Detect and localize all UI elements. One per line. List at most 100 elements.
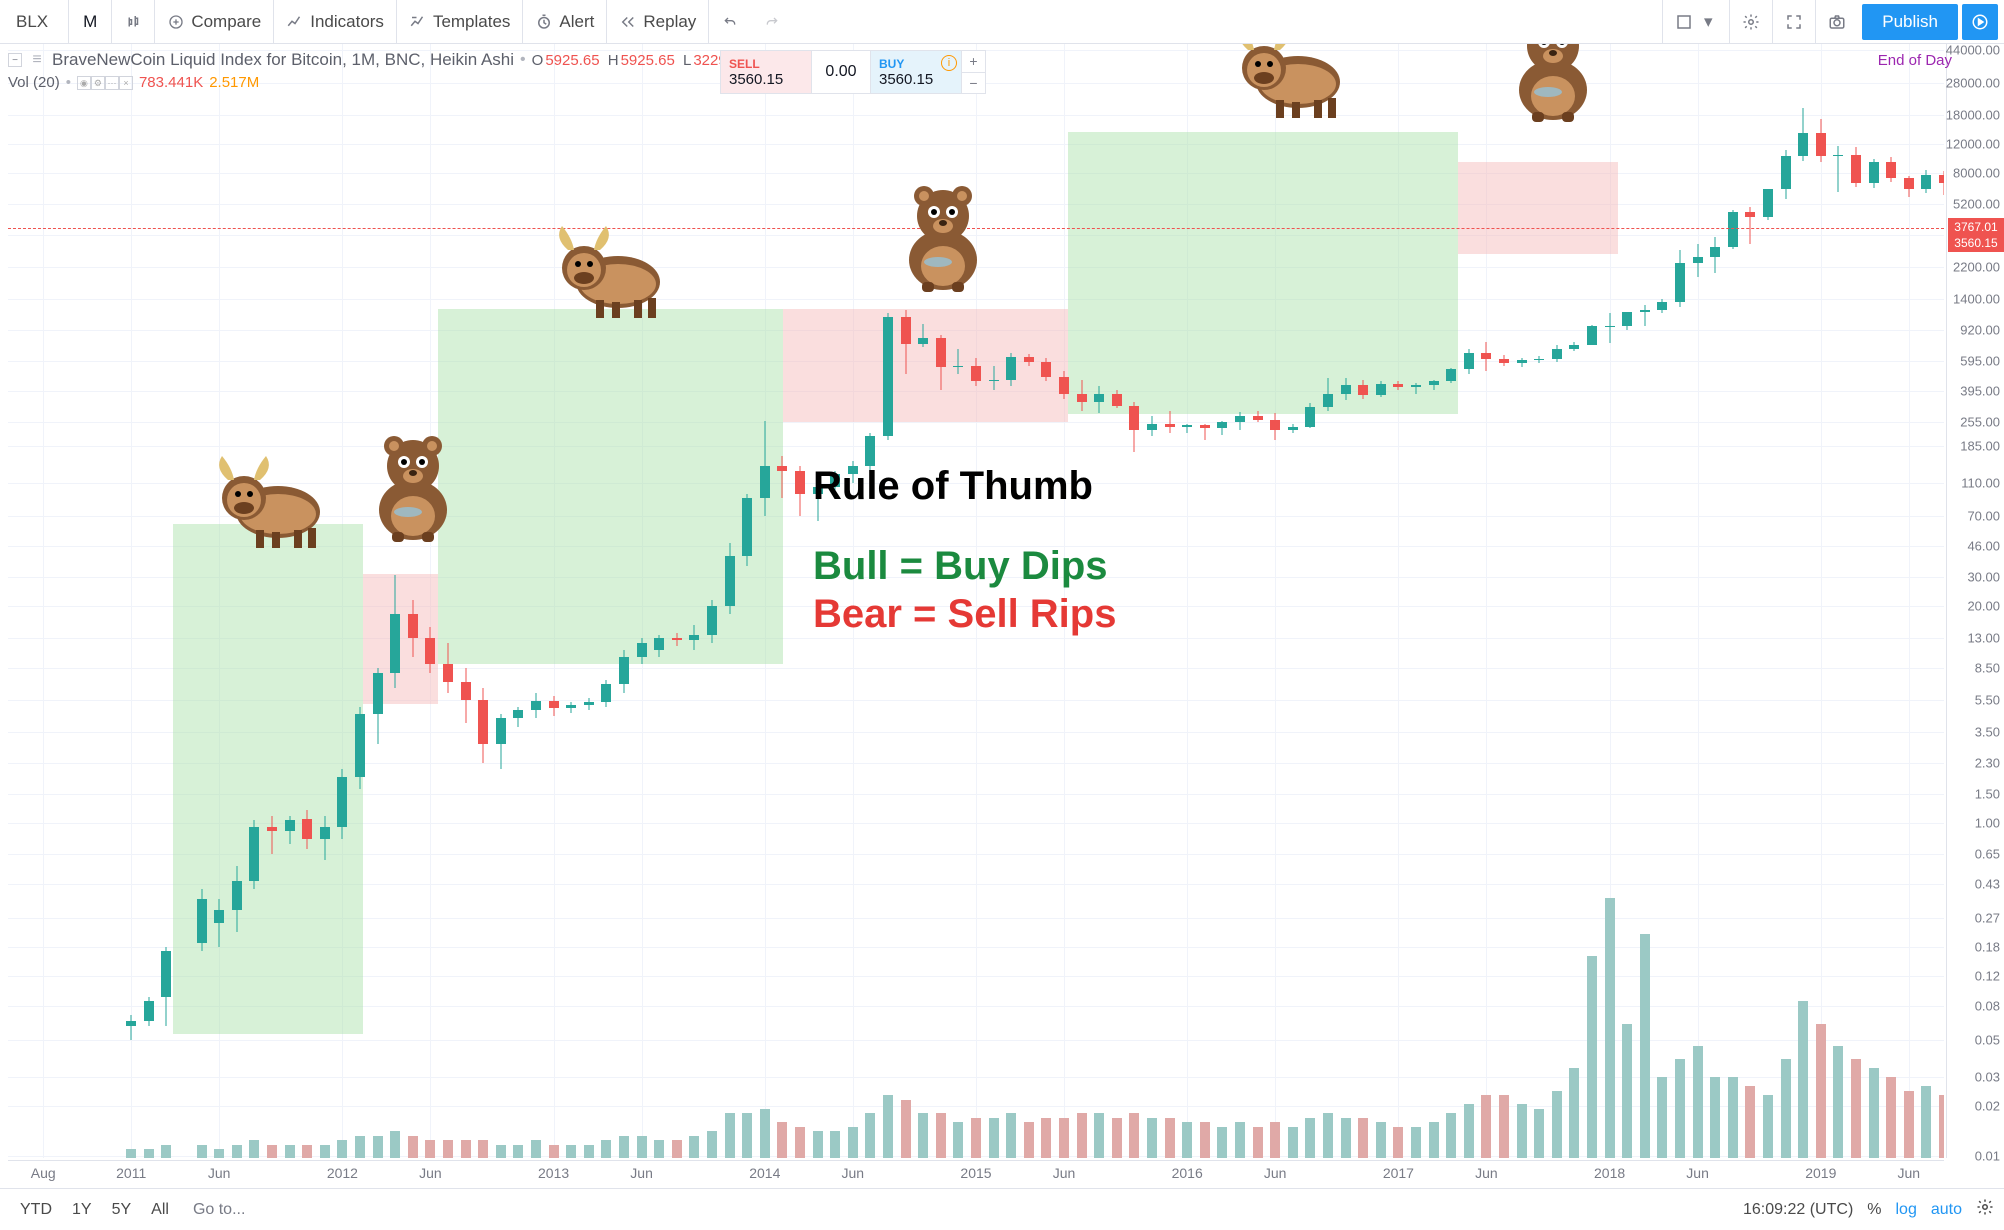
- volume-bar: [1358, 1118, 1368, 1158]
- symbol-search[interactable]: BLX: [6, 0, 69, 43]
- volume-bar: [953, 1122, 963, 1158]
- auto-scale-toggle[interactable]: auto: [1931, 1201, 1962, 1219]
- menu-icon[interactable]: ≡: [28, 51, 46, 69]
- volume-bar: [1112, 1118, 1122, 1158]
- templates-button[interactable]: Templates: [397, 0, 523, 43]
- fullscreen-button[interactable]: [1772, 0, 1815, 43]
- candle: [1112, 390, 1122, 408]
- volume-bar: [161, 1145, 171, 1158]
- chart-area[interactable]: Rule of ThumbBull = Buy DipsBear = Sell …: [0, 44, 2004, 1186]
- settings-button[interactable]: [1729, 0, 1772, 43]
- volume-bar: [707, 1131, 717, 1158]
- vol-value: 783.441K: [139, 74, 203, 91]
- play-button[interactable]: [1962, 4, 1998, 40]
- candle: [390, 575, 400, 688]
- price-tick: 1400.00: [1953, 292, 2000, 307]
- candle: [566, 702, 576, 712]
- chart-plot[interactable]: Rule of ThumbBull = Buy DipsBear = Sell …: [8, 44, 1944, 1158]
- candle: [1429, 380, 1439, 390]
- candle: [549, 696, 559, 716]
- candle: [1587, 325, 1597, 345]
- alert-button[interactable]: Alert: [523, 0, 607, 43]
- volume-bar: [1745, 1086, 1755, 1158]
- alert-label: Alert: [559, 12, 594, 32]
- candle: [619, 650, 629, 694]
- info-icon[interactable]: i: [941, 55, 957, 71]
- candle: [1939, 171, 1944, 196]
- candle: [373, 668, 383, 743]
- volume-bar: [1552, 1091, 1562, 1158]
- time-tick: Jun: [630, 1165, 653, 1181]
- price-tick: 20.00: [1967, 599, 2000, 614]
- candle: [461, 668, 471, 722]
- time-axis[interactable]: Aug2011Jun2012Jun2013Jun2014Jun2015Jun20…: [8, 1160, 1944, 1186]
- more-icon[interactable]: ⋯: [105, 76, 119, 90]
- candle: [1657, 299, 1667, 313]
- gear-small-icon[interactable]: ⚙: [91, 76, 105, 90]
- volume-bar: [1622, 1024, 1632, 1158]
- dot-icon[interactable]: •: [520, 51, 526, 69]
- candle: [918, 324, 928, 348]
- candle: [267, 816, 277, 854]
- screenshot-button[interactable]: [1815, 0, 1858, 43]
- time-tick: Jun: [1264, 1165, 1287, 1181]
- layout-select[interactable]: ▾: [1662, 0, 1729, 43]
- templates-icon: [409, 13, 427, 31]
- bull-icon: [208, 434, 338, 554]
- candle: [531, 693, 541, 717]
- bar-style-select[interactable]: [112, 0, 155, 43]
- compare-button[interactable]: Compare: [155, 0, 274, 43]
- range-5y[interactable]: 5Y: [102, 1201, 142, 1218]
- volume-bar: [1341, 1118, 1351, 1158]
- indicators-button[interactable]: Indicators: [274, 0, 397, 43]
- candle: [1182, 424, 1192, 433]
- layout-icon: [1675, 13, 1693, 31]
- replay-button[interactable]: Replay: [607, 0, 709, 43]
- eye-icon[interactable]: ◉: [77, 76, 91, 90]
- vol-avg: 2.517M: [209, 74, 259, 91]
- range-ytd[interactable]: YTD: [10, 1201, 62, 1218]
- candle: [1763, 189, 1773, 219]
- range-all[interactable]: All: [141, 1201, 179, 1218]
- undo-button[interactable]: [709, 0, 751, 43]
- range-1y[interactable]: 1Y: [62, 1201, 102, 1218]
- price-tick: 2200.00: [1953, 259, 2000, 274]
- collapse-icon[interactable]: −: [8, 53, 22, 67]
- candle: [795, 466, 805, 516]
- close-icon[interactable]: ×: [119, 76, 133, 90]
- goto-date-button[interactable]: Go to...: [193, 1201, 245, 1219]
- candle: [1798, 108, 1808, 161]
- price-tick: 0.65: [1975, 847, 2000, 862]
- axis-settings-button[interactable]: [1976, 1198, 1994, 1221]
- candle: [1693, 244, 1703, 277]
- volume-bar: [830, 1131, 840, 1158]
- volume-bar: [214, 1149, 224, 1158]
- sell-button[interactable]: SELL 3560.15: [721, 51, 811, 93]
- price-axis[interactable]: 44000.0028000.0018000.0012000.008000.005…: [1946, 44, 2004, 1158]
- percent-toggle[interactable]: %: [1867, 1201, 1881, 1219]
- publish-button[interactable]: Publish: [1862, 4, 1958, 40]
- indicator-mini-controls[interactable]: ◉⚙⋯×: [77, 76, 133, 90]
- volume-bar: [689, 1136, 699, 1158]
- candle: [249, 820, 259, 890]
- candle: [1165, 411, 1175, 433]
- bull-icon: [548, 204, 678, 324]
- volume-bar: [1728, 1077, 1738, 1158]
- volume-bar: [1376, 1122, 1386, 1158]
- volume-bar: [1710, 1077, 1720, 1158]
- volume-bar: [777, 1122, 787, 1158]
- interval-select[interactable]: M: [69, 0, 112, 43]
- candle: [1235, 412, 1245, 430]
- volume-bar: [1217, 1127, 1227, 1158]
- dot-icon[interactable]: •: [66, 74, 71, 91]
- volume-bar: [1165, 1118, 1175, 1158]
- qty-down-button[interactable]: −: [962, 73, 985, 94]
- candle: [1270, 413, 1280, 440]
- buy-button[interactable]: BUY 3560.15 i: [871, 51, 961, 93]
- candle: [320, 816, 330, 860]
- redo-button[interactable]: [751, 0, 793, 43]
- price-tick: 0.27: [1975, 910, 2000, 925]
- candle: [285, 816, 295, 844]
- qty-up-button[interactable]: +: [962, 51, 985, 73]
- log-scale-toggle[interactable]: log: [1896, 1201, 1917, 1219]
